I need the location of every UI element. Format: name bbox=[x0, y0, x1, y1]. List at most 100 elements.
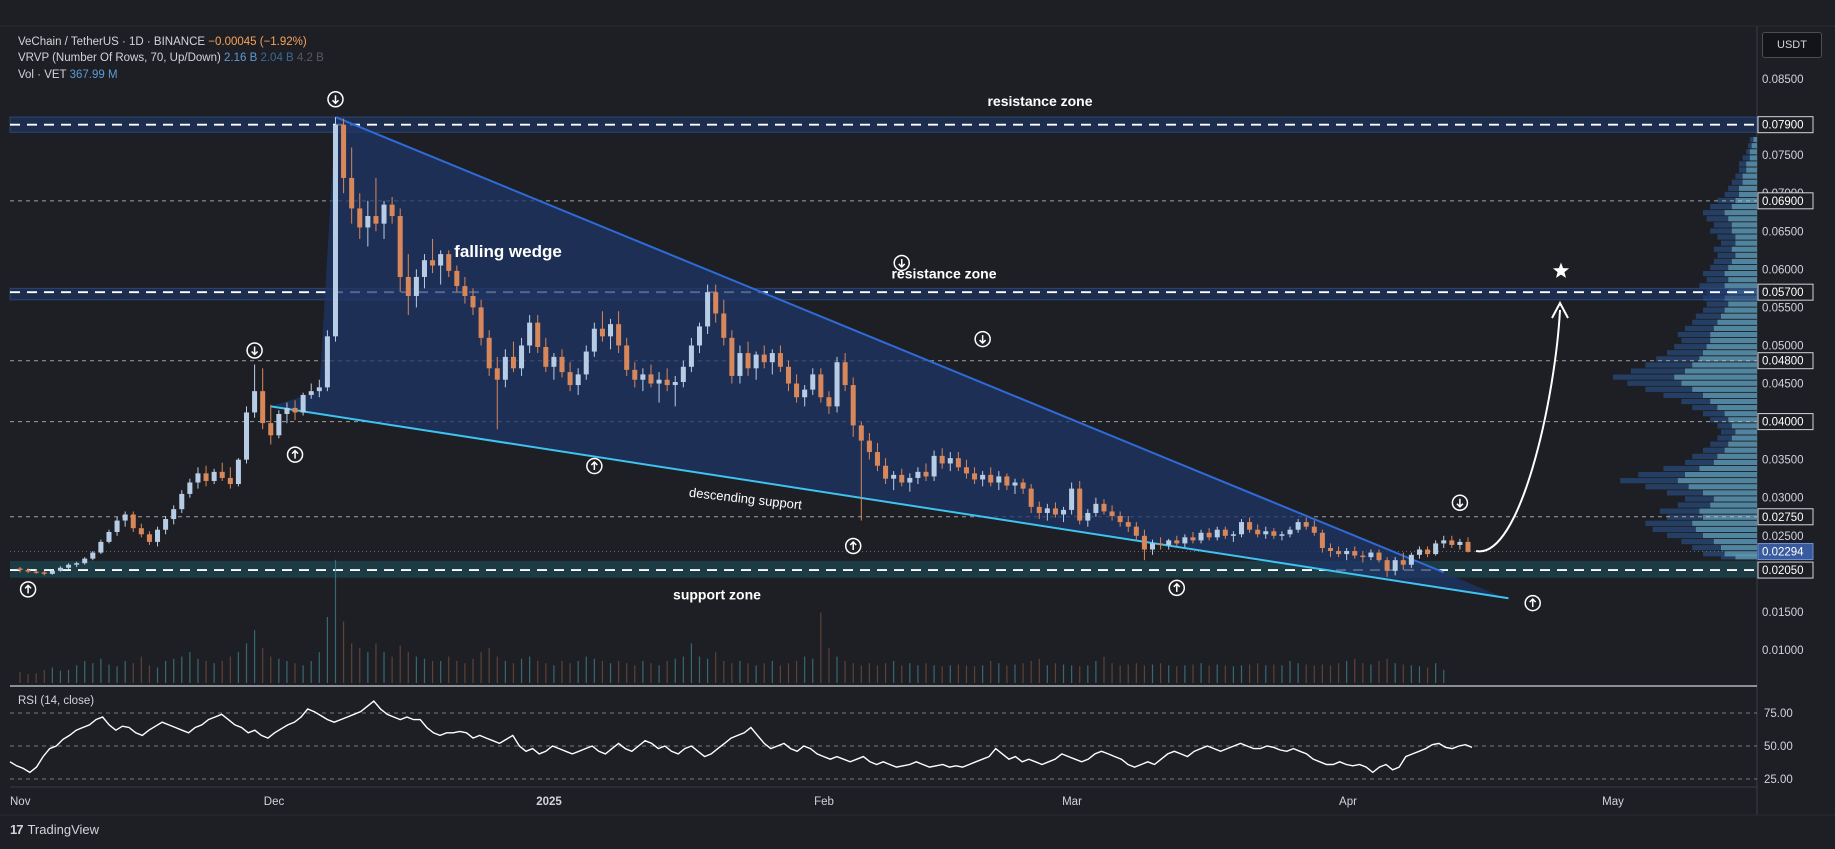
resistance-zone-mid-label: resistance zone bbox=[891, 265, 996, 281]
volume-label: Vol · VET bbox=[18, 69, 67, 81]
candle-body bbox=[866, 440, 872, 453]
candle-body bbox=[802, 389, 808, 398]
vrvp-bar-up bbox=[1749, 155, 1757, 161]
candle-body bbox=[284, 407, 290, 414]
vrvp-bar-up bbox=[1710, 338, 1757, 344]
brand-footer[interactable]: 17 TradingView bbox=[10, 822, 99, 837]
candle-body bbox=[122, 514, 128, 521]
vrvp-bar-down bbox=[1692, 545, 1721, 551]
vrvp-bar-down bbox=[1710, 204, 1732, 210]
price-axis-tick-label: 0.08500 bbox=[1762, 74, 1804, 86]
candle-body bbox=[90, 552, 96, 559]
candle-body bbox=[923, 471, 929, 477]
candle-body bbox=[567, 372, 573, 386]
legend-vrvp-row[interactable]: VRVP (Number Of Rows, 70, Up/Down) 2.16 … bbox=[18, 51, 324, 65]
legend-volume-row[interactable]: Vol · VET 367.99 M bbox=[18, 68, 118, 82]
brand-name: TradingView bbox=[27, 822, 100, 837]
vrvp-bar-up bbox=[1749, 149, 1757, 155]
vrvp-bar-up bbox=[1681, 380, 1757, 386]
vrvp-bar-down bbox=[1627, 380, 1682, 386]
vrvp-bar-down bbox=[1706, 277, 1729, 283]
candle-body bbox=[1433, 543, 1439, 555]
vrvp-bar-up bbox=[1710, 331, 1757, 338]
vrvp-bar-down bbox=[1721, 240, 1736, 246]
price-axis-tick-label: 0.06000 bbox=[1762, 264, 1804, 276]
swing-low-arrow-icon bbox=[1524, 594, 1541, 612]
candle-body bbox=[510, 356, 516, 369]
candle-body bbox=[1158, 543, 1164, 545]
vrvp-bar-down bbox=[1706, 301, 1729, 307]
current-price-tag bbox=[1757, 542, 1814, 560]
candle-body bbox=[1206, 532, 1212, 538]
candle-body bbox=[1287, 529, 1293, 535]
candle-body bbox=[446, 254, 452, 271]
candle-body bbox=[688, 345, 694, 367]
candle-body bbox=[1352, 551, 1358, 556]
candle-body bbox=[462, 286, 468, 296]
vrvp-bar-up bbox=[1731, 222, 1757, 228]
swing-low-arrow-icon bbox=[286, 446, 304, 463]
vrvp-bar-down bbox=[1685, 459, 1714, 466]
vrvp-bar-down bbox=[1677, 502, 1711, 508]
vrvp-bar-down bbox=[1667, 490, 1703, 496]
candle-body bbox=[697, 326, 703, 346]
candle-body bbox=[502, 356, 508, 380]
candle-body bbox=[713, 292, 719, 314]
candle-body bbox=[57, 567, 63, 571]
price-axis-tick-label: 0.01500 bbox=[1762, 607, 1804, 619]
candle-body bbox=[1101, 503, 1107, 512]
candle-body bbox=[1093, 503, 1099, 513]
vrvp-bar-up bbox=[1739, 191, 1757, 198]
swing-low-arrow-icon bbox=[844, 537, 862, 555]
vrvp-bar-up bbox=[1695, 526, 1757, 533]
price-axis: 0.085000.075000.070000.065000.060000.055… bbox=[1757, 74, 1814, 657]
candle-body bbox=[195, 473, 201, 483]
price-level-tag-label: 0.02050 bbox=[1762, 565, 1804, 577]
time-axis-tick-label: 2025 bbox=[536, 796, 562, 808]
vrvp-bar-up bbox=[1735, 252, 1757, 258]
candle-body bbox=[745, 353, 751, 369]
candle-body bbox=[74, 563, 80, 565]
price-level-tag bbox=[1757, 561, 1814, 579]
vrvp-bar-up bbox=[1731, 423, 1757, 429]
volume-value: 367.99 M bbox=[69, 69, 118, 81]
vrvp-bar-down bbox=[1652, 526, 1696, 533]
candle-body bbox=[187, 482, 193, 494]
vrvp-bar-up bbox=[1728, 417, 1757, 423]
candle-body bbox=[1392, 560, 1398, 571]
vrvp-value-up: 2.16 B bbox=[224, 52, 258, 64]
price-axis-tick-label: 0.03000 bbox=[1762, 493, 1804, 505]
vrvp-bar-down bbox=[1713, 258, 1732, 265]
candle-body bbox=[1263, 531, 1269, 535]
currency-selector-button[interactable]: USDT bbox=[1762, 32, 1822, 58]
vrvp-bar-down bbox=[1703, 271, 1725, 277]
vrvp-bar-down bbox=[1749, 137, 1754, 143]
candle-body bbox=[996, 476, 1002, 483]
price-level-tag bbox=[1757, 352, 1814, 370]
target-star-icon bbox=[1552, 262, 1570, 278]
vrvp-bar-up bbox=[1685, 472, 1757, 478]
candle-body bbox=[219, 471, 225, 478]
candle-body bbox=[1311, 526, 1317, 533]
candle-body bbox=[1384, 560, 1390, 571]
candle-body bbox=[389, 204, 395, 217]
candle-body bbox=[737, 353, 743, 376]
candle-body bbox=[883, 465, 889, 479]
candle-body bbox=[1360, 555, 1366, 558]
candle-body bbox=[235, 459, 241, 485]
candle-body bbox=[963, 467, 969, 474]
candle-body bbox=[527, 322, 533, 346]
candle-body bbox=[25, 570, 31, 572]
price-axis-tick-label: 0.04500 bbox=[1762, 379, 1804, 391]
candle-body bbox=[1109, 511, 1115, 517]
vrvp-bar-down bbox=[1721, 554, 1736, 560]
candle-body bbox=[648, 374, 654, 384]
candle-body bbox=[1069, 488, 1075, 510]
vrvp-bar-up bbox=[1713, 325, 1757, 332]
candle-body bbox=[632, 369, 638, 380]
candle-body bbox=[1271, 531, 1277, 536]
candle-body bbox=[98, 541, 104, 553]
candle-body bbox=[1319, 532, 1325, 548]
